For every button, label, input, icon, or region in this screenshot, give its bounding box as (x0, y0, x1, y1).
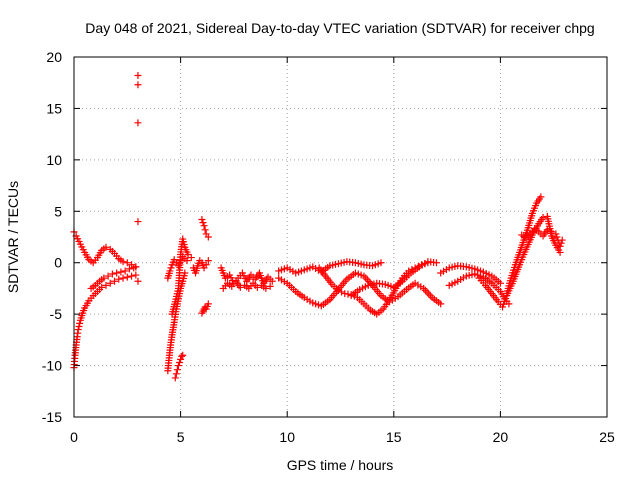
data-point-series-13 (262, 284, 270, 292)
data-point-series-13 (236, 283, 244, 291)
data-point-series-20 (539, 213, 547, 221)
data-point-series-6 (174, 362, 182, 370)
data-point-series-2 (98, 283, 106, 291)
data-point-series-3 (104, 272, 112, 280)
data-point-series-2 (128, 272, 136, 280)
data-point-series-7 (183, 257, 191, 265)
data-point-series-3 (108, 270, 116, 278)
data-point-series-2 (106, 279, 114, 287)
y-tick-label: -15 (42, 409, 62, 425)
x-tick-label: 5 (177, 429, 185, 445)
data-point-series-10 (201, 226, 209, 234)
data-point-series-3 (117, 268, 125, 276)
y-tick-label: 10 (46, 152, 62, 168)
data-point-series-11 (204, 300, 212, 308)
data-point-series-21 (537, 193, 545, 201)
data-point-series-24 (557, 239, 565, 247)
x-tick-label: 25 (599, 429, 615, 445)
axis-ticks: 0 5 10 15 20 25 -15 -10 -5 0 5 10 15 20 (42, 49, 615, 445)
data-point-series-2 (111, 277, 119, 285)
data-point-series-16 (338, 288, 346, 296)
data-point-series-23 (556, 248, 564, 256)
y-axis-label: SDTVAR / TECUs (5, 181, 21, 293)
data-point-series-9 (204, 257, 212, 265)
plot-frame (73, 56, 608, 418)
data-point-series-4 (134, 277, 142, 285)
x-tick-label: 15 (386, 429, 402, 445)
data-point-series-7 (167, 264, 175, 272)
data-point-series-6 (177, 355, 185, 363)
data-point-series-13 (253, 283, 261, 291)
data-point-series-6 (178, 352, 186, 360)
data-point-series-8 (187, 254, 195, 262)
data-point-series-4 (134, 72, 142, 80)
data-point-series-24 (558, 236, 566, 244)
x-axis-label: GPS time / hours (287, 457, 394, 473)
data-point-series-3 (121, 267, 129, 275)
data-point-series-4 (134, 218, 142, 226)
data-point-series-6 (173, 366, 181, 374)
data-point-series-2 (75, 322, 83, 330)
grid-lines (74, 57, 607, 417)
data-point-series-2 (123, 273, 131, 281)
data-point-series-18 (496, 279, 504, 287)
y-tick-label: 15 (46, 100, 62, 116)
data-point-series-2 (102, 281, 110, 289)
data-point-series-12 (268, 277, 276, 285)
data-point-series-6 (176, 358, 184, 366)
data-point-series-10 (200, 222, 208, 230)
data-point-series-1 (102, 243, 110, 251)
x-tick-label: 10 (279, 429, 295, 445)
data-point-series-10 (204, 233, 212, 241)
data-point-series-24 (556, 242, 564, 250)
data-point-series-2 (132, 271, 140, 279)
data-point-series-3 (132, 263, 140, 271)
data-point-series-2 (119, 274, 127, 282)
data-point-series-10 (198, 216, 206, 224)
data-point-series-3 (100, 274, 108, 282)
y-tick-label: -5 (50, 306, 63, 322)
data-point-series-2 (74, 326, 82, 334)
data-point-series-2 (115, 275, 123, 283)
data-points (70, 72, 566, 382)
data-point-series-24 (553, 233, 561, 241)
data-point-series-8 (184, 250, 192, 258)
chart-title: Day 048 of 2021, Sidereal Day-to-day VTE… (85, 20, 594, 36)
data-point-series-17 (432, 259, 440, 267)
data-point-series-1 (123, 259, 131, 267)
y-tick-label: 0 (54, 255, 62, 271)
y-tick-label: -10 (42, 358, 62, 374)
data-point-series-16 (334, 286, 342, 294)
data-point-series-2 (76, 319, 84, 327)
data-point-series-3 (113, 269, 121, 277)
data-point-series-14 (437, 300, 445, 308)
data-point-series-7 (166, 267, 174, 275)
y-tick-label: 5 (54, 203, 62, 219)
data-point-series-3 (125, 265, 133, 273)
data-point-series-13 (266, 282, 274, 290)
x-tick-label: 0 (70, 429, 78, 445)
y-tick-label: 20 (46, 49, 62, 65)
data-point-series-10 (199, 219, 207, 227)
data-point-series-4 (134, 119, 142, 127)
data-point-series-6 (171, 374, 179, 382)
x-tick-label: 20 (493, 429, 509, 445)
data-point-series-24 (552, 230, 560, 238)
data-point-series-6 (172, 370, 180, 378)
data-point-series-1 (119, 258, 127, 266)
data-point-series-15 (377, 259, 385, 267)
data-point-series-4 (134, 81, 142, 89)
data-point-series-9 (202, 261, 210, 269)
data-point-series-6 (179, 351, 187, 359)
